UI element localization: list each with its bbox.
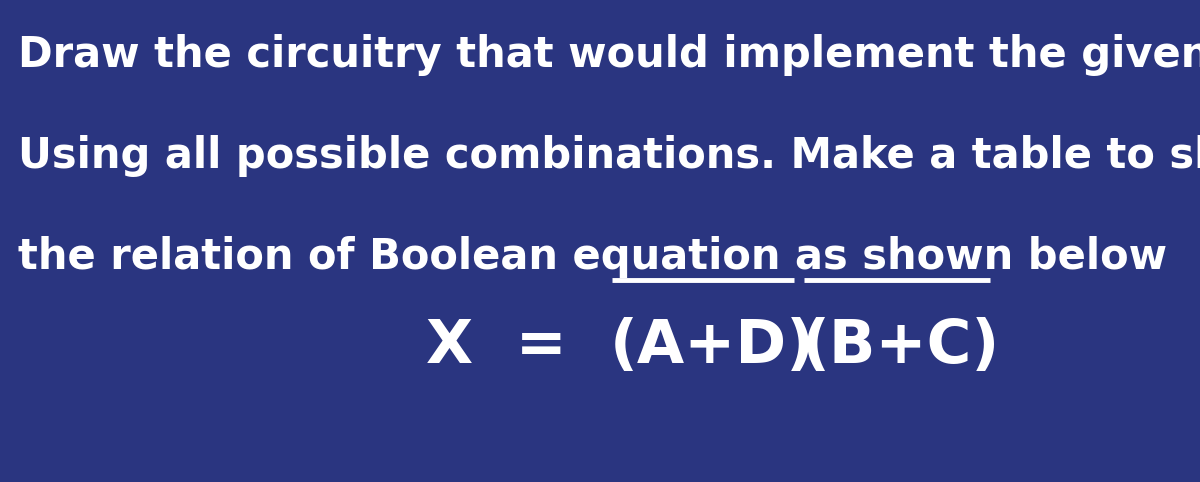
Text: the relation of Boolean equation as shown below: the relation of Boolean equation as show…	[18, 236, 1168, 278]
Text: X  =: X =	[426, 317, 610, 376]
Text: Draw the circuitry that would implement the given.: Draw the circuitry that would implement …	[18, 34, 1200, 76]
Text: Using all possible combinations. Make a table to show: Using all possible combinations. Make a …	[18, 135, 1200, 177]
Text: (A+D): (A+D)	[610, 317, 815, 376]
Text: (B+C): (B+C)	[802, 317, 1000, 376]
